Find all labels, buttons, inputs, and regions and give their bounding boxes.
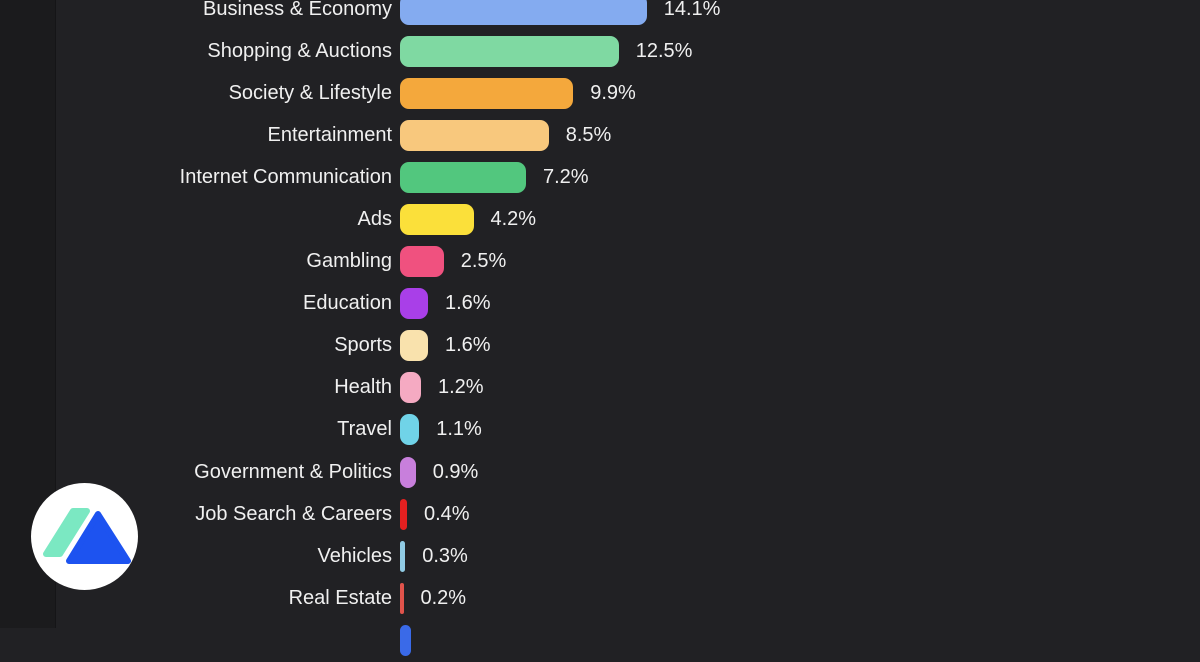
value-label: 7.2% [543, 165, 589, 188]
category-label: Travel [337, 418, 392, 441]
category-label: Job Search & Careers [195, 502, 392, 525]
value-label: 1.6% [445, 292, 491, 315]
value-label: 0.4% [424, 502, 470, 525]
value-label: 2.5% [460, 250, 507, 273]
category-label: Sports [334, 334, 392, 357]
value-label: 0.3% [422, 544, 468, 567]
value-label: 8.5% [565, 123, 612, 146]
value-label: 0.9% [432, 460, 479, 483]
chart-row: Entertainment 8.5% [0, 114, 1200, 156]
bar [400, 0, 647, 25]
category-label: Vehicles [317, 544, 393, 567]
chart-row: Vehicles 0.3% [0, 535, 1200, 577]
chart-row: Government & Politics 0.9% [0, 451, 1200, 493]
chart-row: Sports 1.6% [0, 325, 1200, 367]
bar [400, 456, 416, 488]
chart-row: Real Estate 0.2% [0, 577, 1200, 619]
value-label: 1.6% [445, 334, 491, 357]
bar [400, 540, 406, 572]
category-label: Entertainment [267, 123, 392, 146]
chart-row: Ads 4.2% [0, 198, 1200, 240]
value-label: 0.2% [420, 586, 467, 609]
chart-row: Internet Communication 7.2% [0, 156, 1200, 198]
category-label: Gambling [306, 250, 392, 273]
triangle-logo-icon [43, 508, 131, 564]
chart-row [0, 619, 1200, 661]
category-label: Ads [357, 208, 392, 231]
chart-row: Business & Economy 14.1% [0, 0, 1200, 30]
category-label: Internet Communication [179, 165, 392, 188]
bar [400, 288, 428, 320]
category-label: Business & Economy [203, 0, 392, 20]
chart-row: Job Search & Careers 0.4% [0, 493, 1200, 535]
value-label: 1.2% [438, 376, 484, 399]
logo-badge [31, 483, 138, 590]
category-label: Shopping & Auctions [207, 39, 392, 62]
chart-row: Travel 1.1% [0, 409, 1200, 451]
bar [400, 498, 407, 530]
bar [400, 35, 619, 67]
logo-triangle-shape [66, 511, 131, 564]
chart-row: Education 1.6% [0, 283, 1200, 325]
bar [400, 330, 428, 362]
bar [400, 77, 574, 109]
bar [400, 161, 526, 193]
bar [400, 624, 411, 656]
category-label: Society & Lifestyle [228, 81, 392, 104]
value-label: 14.1% [663, 0, 721, 20]
value-label: 9.9% [590, 81, 636, 104]
chart-row: Shopping & Auctions 12.5% [0, 30, 1200, 72]
value-label: 12.5% [635, 39, 693, 62]
category-label: Education [303, 292, 392, 315]
value-label: 1.1% [436, 418, 482, 441]
bar [400, 582, 404, 614]
logo-slash-shape [43, 508, 90, 557]
bar [400, 119, 549, 151]
bar [400, 414, 420, 446]
category-label: Real Estate [288, 586, 392, 609]
value-label: 4.2% [490, 208, 537, 231]
category-label: Government & Politics [194, 460, 392, 483]
chart-left-margin [0, 0, 56, 628]
bar [400, 372, 421, 404]
chart-row: Health 1.2% [0, 367, 1200, 409]
bar [400, 204, 474, 236]
chart-row: Society & Lifestyle 9.9% [0, 72, 1200, 114]
bar [400, 246, 444, 278]
chart-row: Gambling 2.5% [0, 241, 1200, 283]
category-label: Health [334, 376, 392, 399]
